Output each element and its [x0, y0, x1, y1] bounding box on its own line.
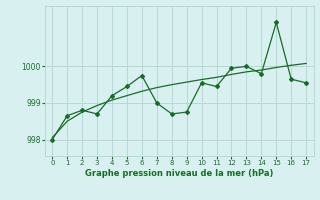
X-axis label: Graphe pression niveau de la mer (hPa): Graphe pression niveau de la mer (hPa) — [85, 169, 273, 178]
